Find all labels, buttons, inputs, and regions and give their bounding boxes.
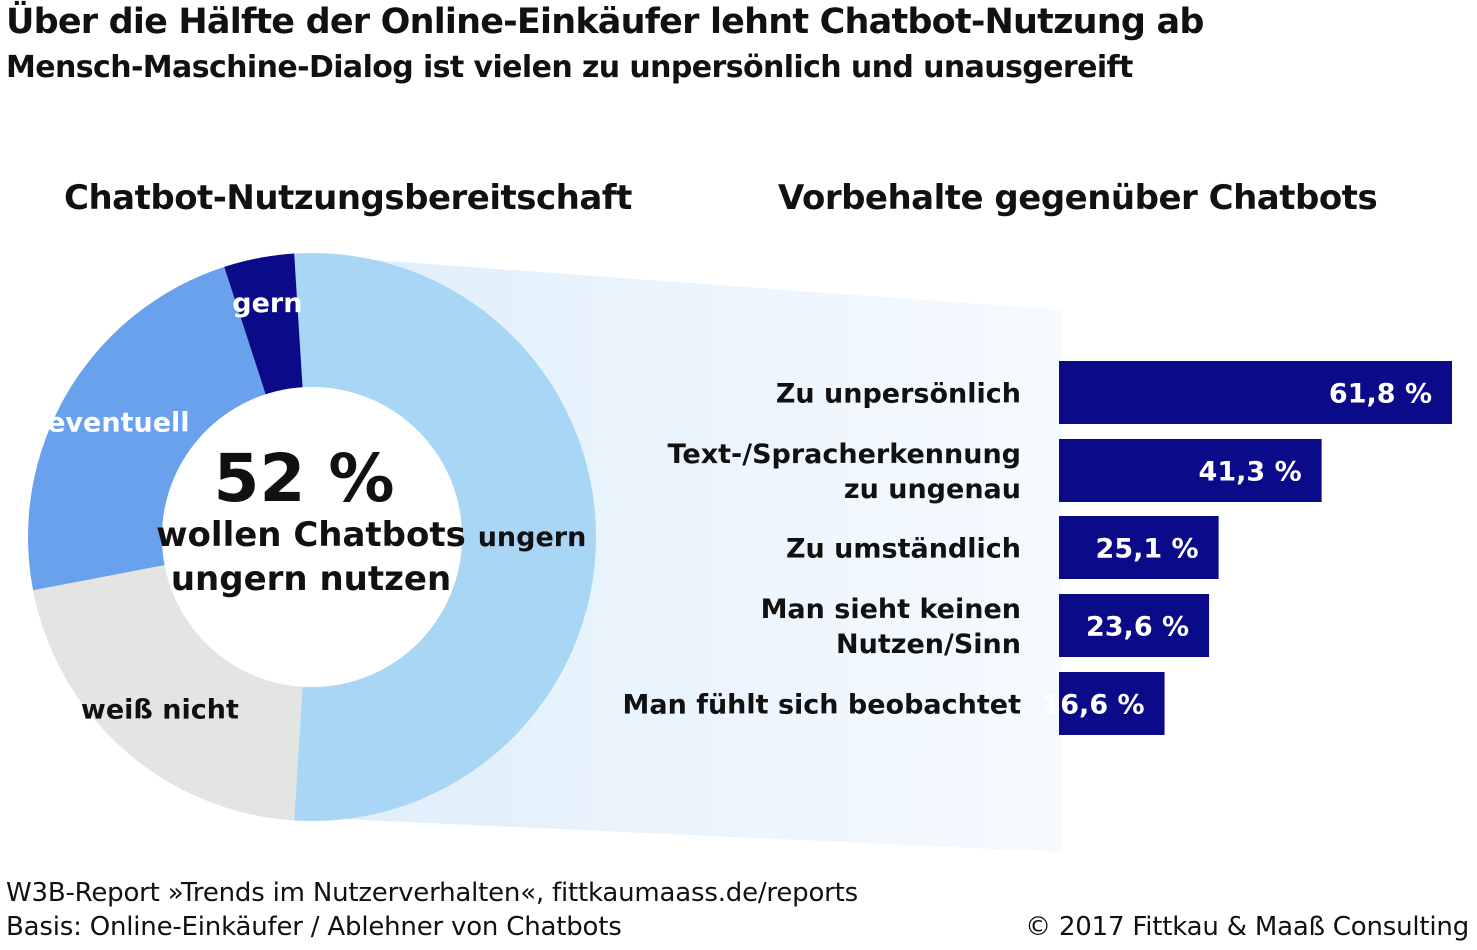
bar-category-label-4-line-1: Man sieht keinen [761,594,1021,625]
bar-2 [1059,439,1322,502]
source-note: W3B-Report »Trends im Nutzerverhalten«, … [6,878,858,908]
chart-title: Über die Hälfte der Online-Einkäufer leh… [6,2,1204,42]
copyright: © 2017 Fittkau & Maaß Consulting [1025,912,1469,942]
basis-note: Basis: Online-Einkäufer / Ablehner von C… [6,912,622,942]
bar-value-label-3: 25,1 % [1096,534,1199,565]
bar-category-label-4-line-2: Nutzen/Sinn [836,629,1021,660]
bar-3 [1059,516,1219,579]
chart-subtitle: Mensch-Maschine-Dialog ist vielen zu unp… [6,50,1133,85]
donut-slice-eventuell [27,266,266,591]
donut-center-value: 52 % [214,440,395,517]
donut-chart: ungern weiß nicht eventuell gern 52 %wollen … [27,253,597,821]
bar-category-label-5: Man fühlt sich beobachtet [622,690,1021,721]
donut-center-line-2: ungern nutzen [171,559,451,599]
donut-label-eventuell: eventuell [47,407,189,438]
bar-value-label-4: 23,6 % [1086,612,1189,643]
bar-5 [1059,672,1165,735]
donut-hole [162,387,462,687]
bar-4 [1059,594,1210,657]
donut-title: Chatbot-Nutzungsbereitschaft [64,178,632,218]
bar-category-label-1: Zu unpersönlich [776,379,1021,410]
bar-1 [1059,361,1452,424]
bar-category-label-2-line-2: zu ungenau [844,474,1021,505]
bar-value-label-1: 61,8 % [1329,379,1432,410]
donut-label-ungern: ungern [478,522,587,553]
donut-slice-weiss-nicht [33,565,303,821]
bar-chart-title: Vorbehalte gegenüber Chatbots [778,178,1378,218]
donut-center-line-1: wollen Chatbots [156,515,466,555]
bar-value-label-2: 41,3 % [1199,457,1302,488]
donut-slice-gern [224,253,303,395]
bar-chart: 61,8 % Zu unpersönlich 41,3 % Text-/Sprache… [622,361,1452,735]
donut-slice-ungern [294,253,597,821]
donut-label-gern: gern [232,288,302,319]
bar-category-label-2-line-1: Text-/Spracherkennung [668,439,1021,470]
donut-label-weiss-nicht: weiß nicht [81,695,239,726]
bar-value-label-5: 16,6 % [1041,690,1144,721]
bar-category-label-3: Zu umständlich [786,534,1021,565]
